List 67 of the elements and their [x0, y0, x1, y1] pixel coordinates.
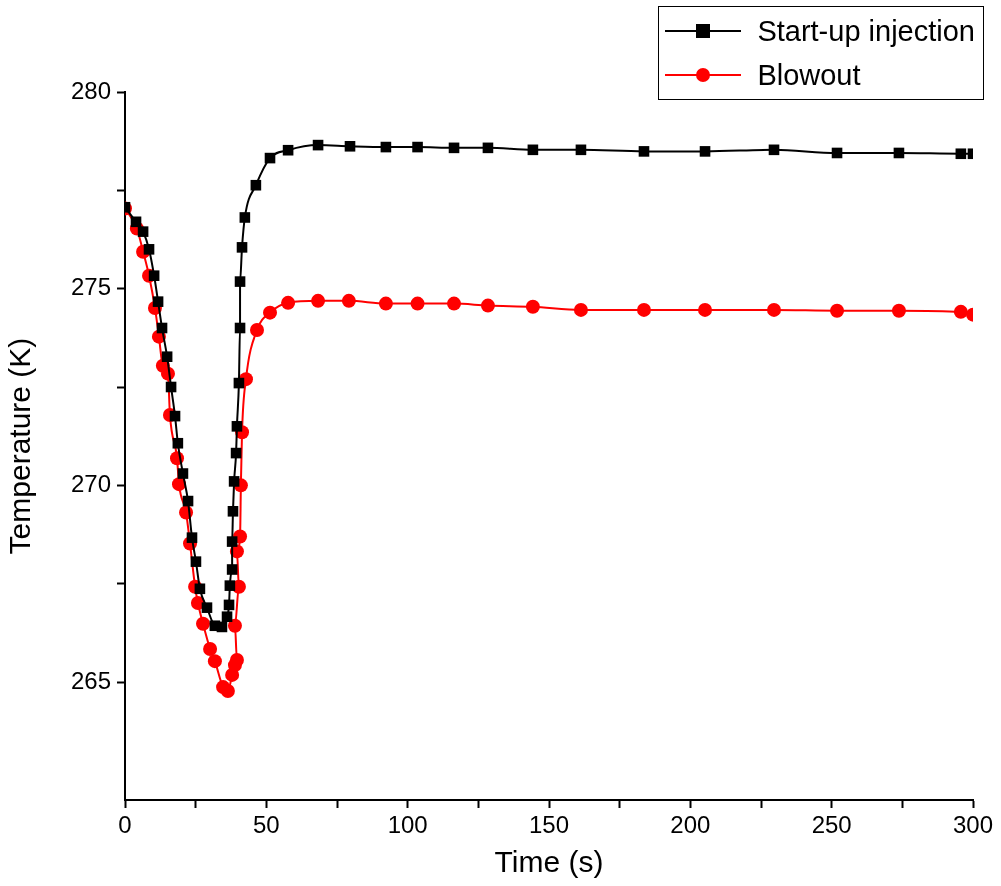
x-tick-label: 200 [670, 811, 711, 839]
point [231, 421, 243, 432]
point [239, 212, 251, 223]
x-tick-label: 150 [528, 811, 570, 839]
point [263, 305, 278, 320]
x-tick-label: 0 [118, 811, 132, 839]
point [698, 302, 713, 317]
point [130, 216, 142, 228]
point [341, 293, 356, 308]
x-tick-label: 250 [811, 811, 852, 839]
point [311, 293, 326, 308]
legend-label: Blowout [757, 58, 861, 93]
point [955, 148, 967, 160]
point [194, 583, 206, 595]
point [282, 144, 294, 156]
point [186, 532, 198, 543]
point [767, 302, 781, 317]
point [344, 140, 356, 152]
point [573, 302, 588, 317]
point [196, 616, 211, 631]
point [221, 611, 233, 623]
point [378, 296, 393, 311]
point [234, 276, 246, 287]
y-tick-label: 270 [70, 469, 111, 497]
point [143, 244, 155, 255]
point [525, 299, 540, 314]
point [830, 303, 845, 318]
point [891, 303, 906, 318]
y-tick-label: 275 [70, 273, 111, 301]
x-axis-title: Time (s) [494, 845, 604, 879]
point [638, 146, 650, 157]
y-tick-label: 265 [70, 666, 111, 694]
point [281, 295, 296, 310]
point [699, 146, 711, 157]
x-tick-label: 100 [387, 811, 428, 839]
point [410, 296, 425, 311]
point [250, 322, 265, 337]
point [220, 684, 235, 699]
point [203, 641, 218, 656]
point [137, 226, 149, 237]
point [152, 296, 164, 307]
point [226, 536, 238, 547]
point [228, 476, 240, 487]
point [161, 351, 173, 363]
point [190, 556, 202, 567]
point [953, 304, 968, 319]
point [172, 437, 184, 449]
point [207, 654, 222, 669]
legend-label: Start-up injection [757, 14, 975, 49]
point [227, 618, 242, 633]
point [229, 652, 244, 667]
point [480, 298, 495, 313]
point [250, 179, 262, 191]
x-tick-label: 300 [952, 811, 994, 839]
point [227, 505, 239, 517]
point [226, 564, 238, 575]
point [224, 580, 236, 591]
x-tick-label: 50 [252, 811, 280, 839]
point [236, 242, 248, 253]
y-axis-title: Temperature (K) [3, 337, 37, 555]
point [201, 602, 213, 613]
y-tick-label: 280 [70, 76, 111, 104]
point [412, 141, 423, 153]
point [636, 302, 651, 317]
point [447, 296, 462, 311]
point [177, 468, 189, 479]
point [148, 270, 160, 281]
